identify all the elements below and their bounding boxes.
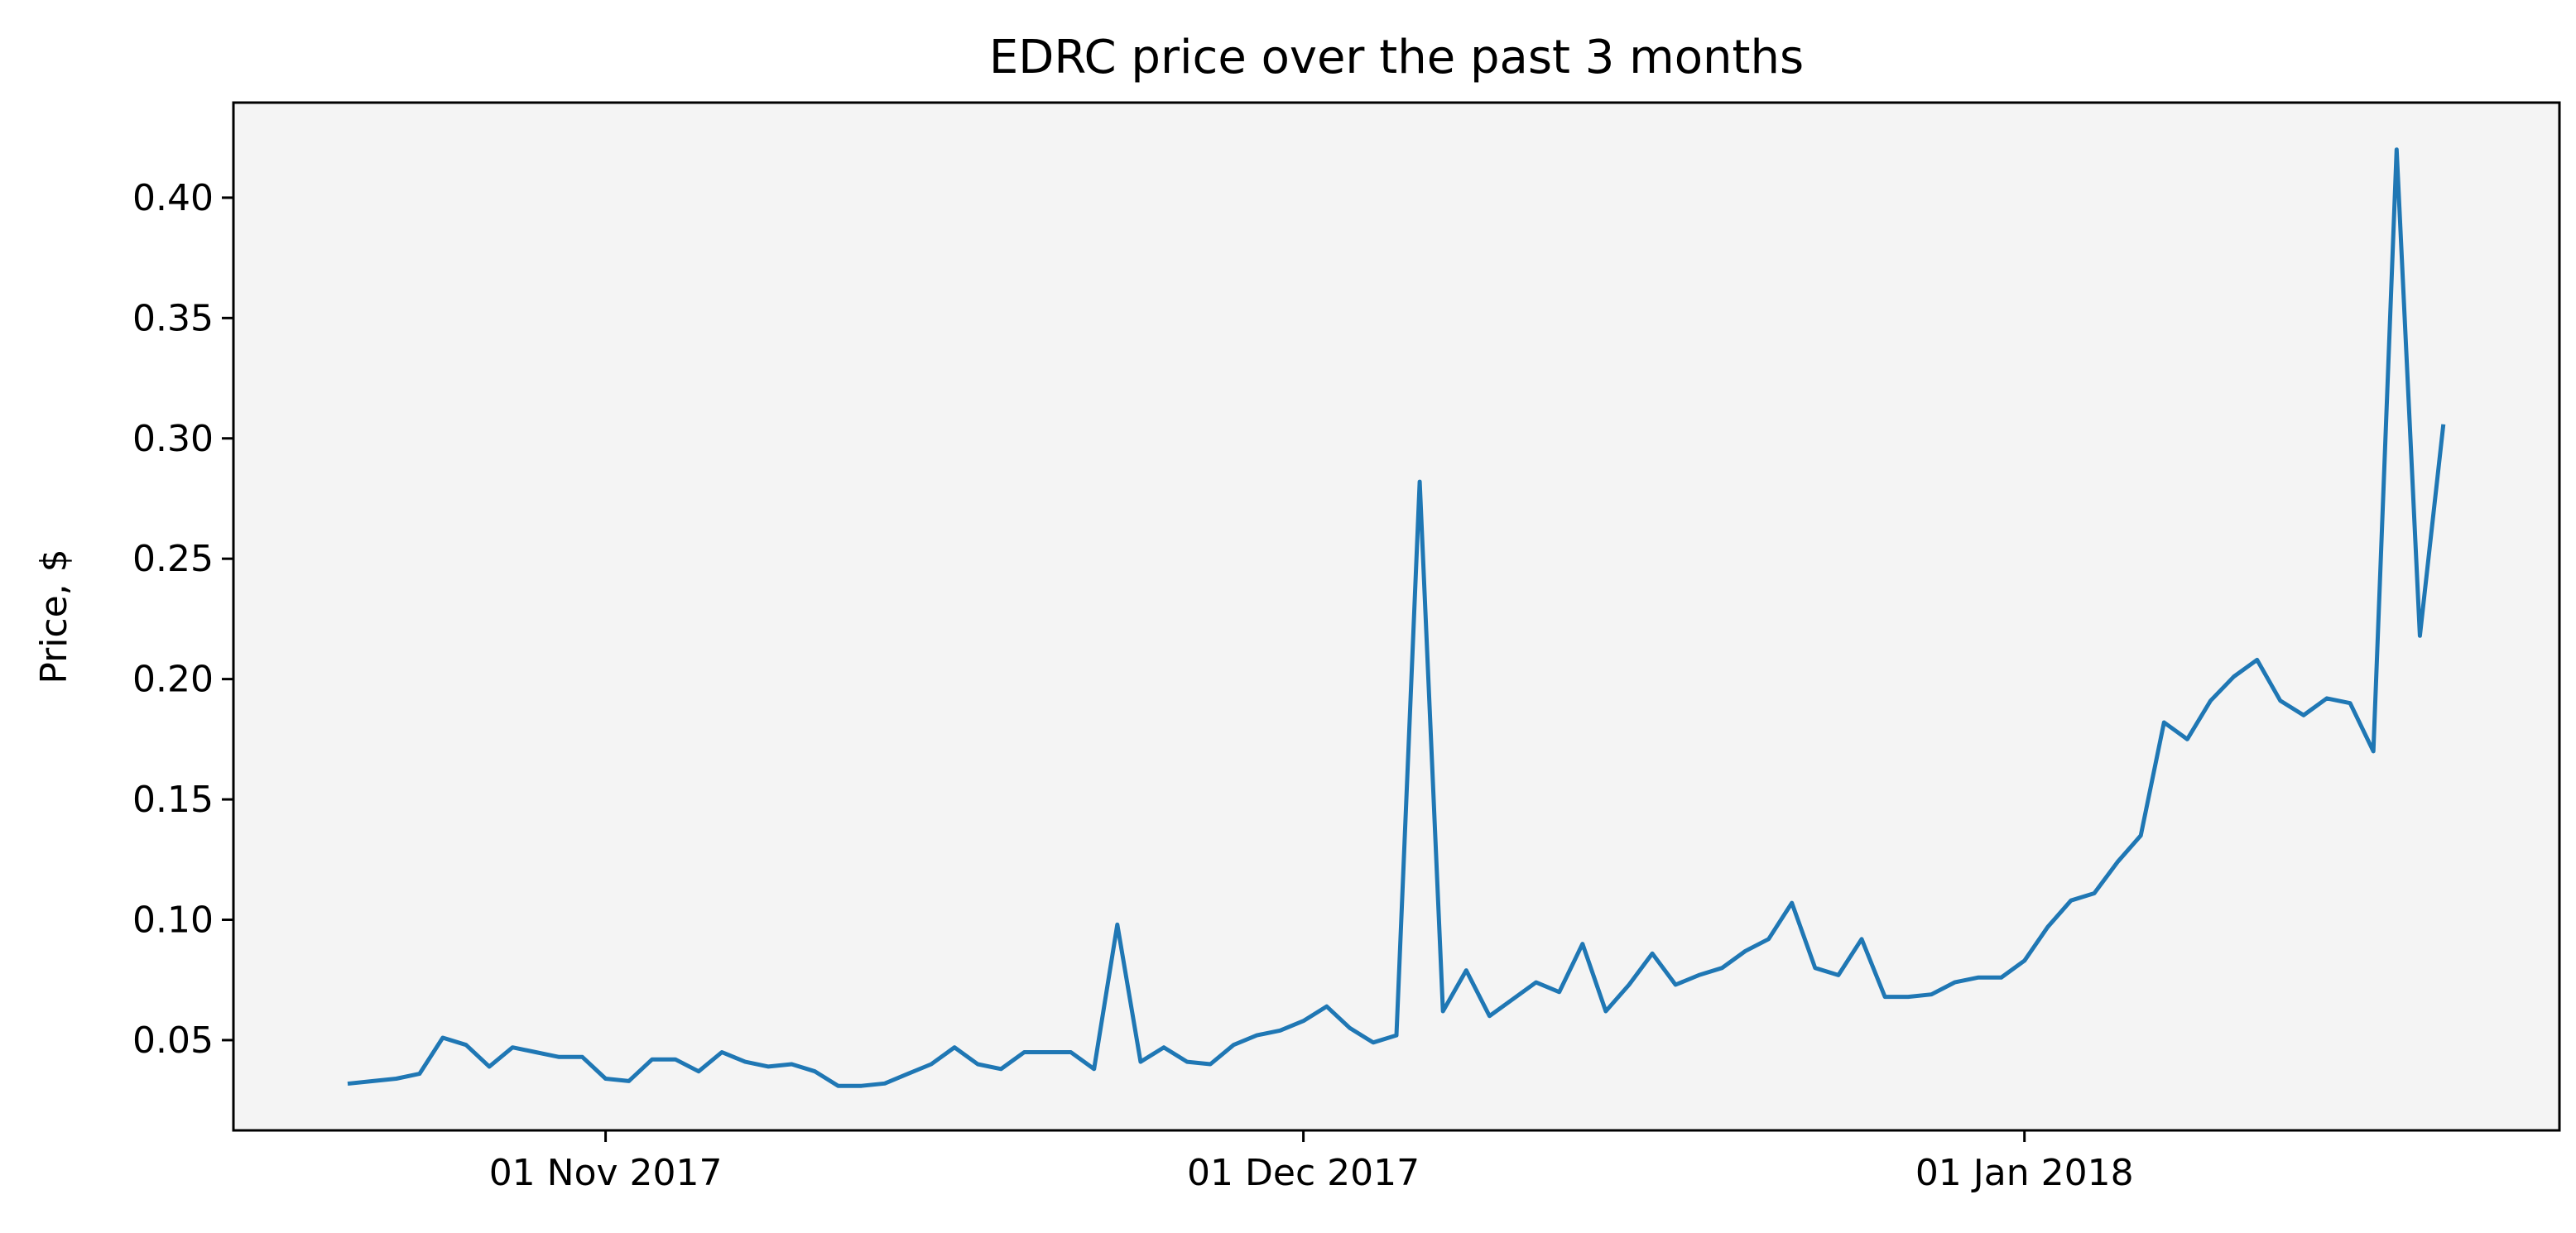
x-tick-label: 01 Nov 2017 (489, 1152, 723, 1194)
y-axis: 0.05 0.10 0.15 0.20 0.25 0.30 0.35 0.40 (132, 177, 233, 1062)
plot-frame (232, 101, 2561, 1132)
y-tick-label: 0.15 (132, 779, 214, 821)
x-tick-label: 01 Dec 2017 (1187, 1152, 1420, 1194)
x-tick-label: 01 Jan 2018 (1915, 1152, 2134, 1194)
y-tick-label: 0.20 (132, 659, 214, 701)
y-axis-label: Price, $ (33, 549, 75, 684)
y-tick-label: 0.05 (132, 1020, 214, 1062)
plot-area (233, 103, 2559, 1130)
series-line-edrc (347, 147, 2446, 1088)
y-tick-label: 0.40 (132, 177, 214, 219)
y-tick-label: 0.30 (132, 418, 214, 460)
x-axis: 01 Nov 2017 01 Dec 2017 01 Jan 2018 (489, 1130, 2134, 1194)
y-tick-label: 0.25 (132, 538, 214, 580)
y-tick-label: 0.35 (132, 297, 214, 339)
chart-title: EDRC price over the past 3 months (989, 31, 1804, 84)
y-tick-label: 0.10 (132, 899, 214, 941)
